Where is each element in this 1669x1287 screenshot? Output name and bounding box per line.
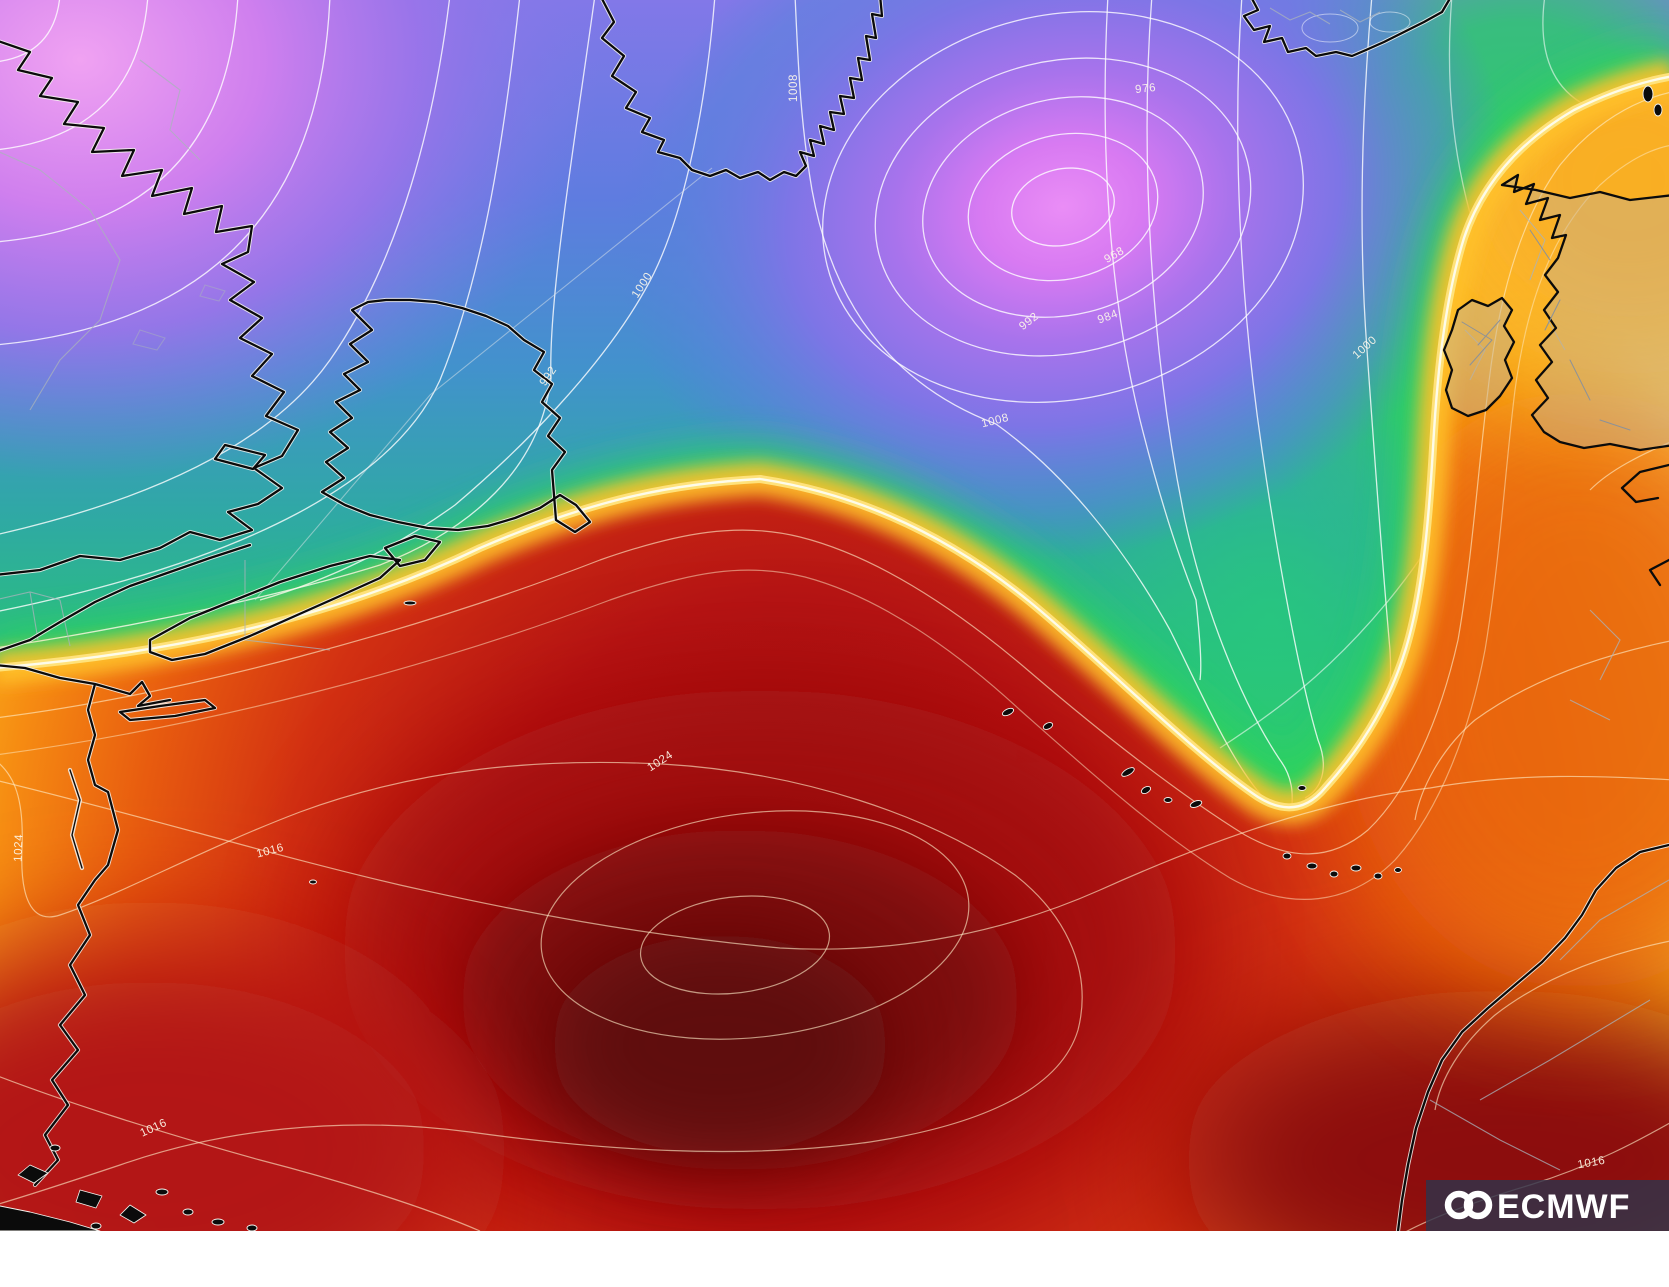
ecmwf-rings-icon bbox=[1444, 1190, 1493, 1220]
weather-map: 976 968 984 992 1000 992 1008 1008 1000 1024 1024 1… bbox=[0, 0, 1669, 1232]
legend-footer: 500 dam 587 dam 480490500510520530540550… bbox=[0, 1231, 1669, 1287]
coastlines bbox=[0, 0, 1669, 1231]
warm-shading bbox=[0, 76, 1669, 1231]
islands bbox=[0, 85, 1663, 1231]
ecmwf-logo: ECMWF bbox=[1426, 1180, 1669, 1231]
contour-label: 1016 bbox=[1577, 1155, 1607, 1172]
coastline-ink bbox=[0, 0, 1669, 1231]
contour-label: 976 bbox=[1135, 82, 1157, 96]
europe-land bbox=[1442, 173, 1669, 452]
contour-label: 1008 bbox=[788, 74, 800, 102]
contour-label: 1024 bbox=[13, 834, 26, 862]
ecmwf-logo-text: ECMWF bbox=[1497, 1188, 1630, 1226]
